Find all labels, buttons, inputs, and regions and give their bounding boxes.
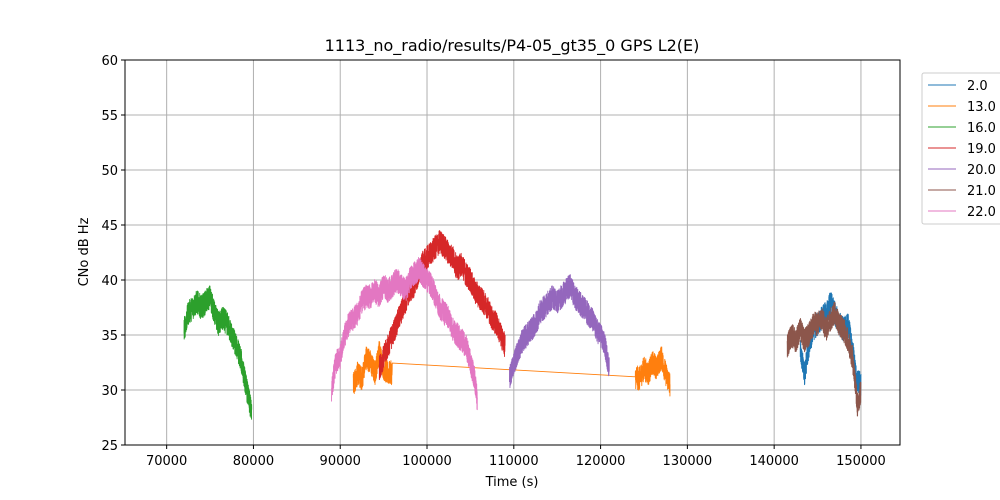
series-16.0 (183, 285, 253, 420)
legend-item: 21.0 (928, 184, 996, 199)
y-tick-label: 55 (101, 109, 118, 124)
legend-label: 20.0 (967, 163, 996, 178)
legend-item: 2.0 (928, 79, 988, 94)
y-tick-label: 60 (101, 54, 118, 69)
series-22.0 (331, 256, 478, 411)
chart-title: 1113_no_radio/results/P4-05_gt35_0 GPS L… (325, 36, 700, 56)
series-line (183, 285, 253, 420)
legend-label: 2.0 (967, 79, 988, 94)
x-tick-label: 110000 (489, 454, 539, 469)
series-line (331, 256, 478, 411)
plot-frame (124, 59, 901, 446)
x-tick-label: 150000 (836, 454, 886, 469)
x-tick-label: 70000 (146, 454, 187, 469)
x-tick-label: 80000 (233, 454, 274, 469)
legend-label: 19.0 (967, 142, 996, 157)
series-line (378, 230, 506, 381)
x-tick-label: 130000 (663, 454, 713, 469)
legend-item: 22.0 (928, 205, 996, 220)
x-axis-ticks: 70000 80000 90000 100000 110000 120000 130000 1… (146, 445, 886, 469)
x-axis-label: Time (s) (485, 475, 539, 490)
legend-item: 16.0 (928, 121, 996, 136)
x-tick-label: 140000 (749, 454, 799, 469)
y-tick-label: 30 (101, 384, 118, 399)
y-tick-label: 45 (101, 219, 118, 234)
y-axis-ticks: 25 30 35 40 45 50 55 60 (101, 54, 125, 454)
series-line (509, 274, 610, 389)
series-20.0 (509, 274, 610, 389)
y-axis-label: CNo dB Hz (77, 217, 92, 286)
plot-series (183, 230, 862, 420)
x-tick-label: 90000 (320, 454, 361, 469)
legend-label: 16.0 (967, 121, 996, 136)
series-line (352, 341, 671, 397)
y-tick-label: 40 (101, 274, 118, 289)
y-tick-label: 35 (101, 329, 118, 344)
legend-item: 20.0 (928, 163, 996, 178)
series-line (786, 301, 862, 417)
legend-item: 19.0 (928, 142, 996, 157)
legend-box (921, 72, 1000, 225)
series-21.0 (786, 301, 862, 417)
series-13.0 (352, 341, 671, 397)
y-tick-label: 25 (101, 439, 118, 454)
series-19.0 (378, 230, 506, 381)
legend-label: 21.0 (967, 184, 996, 199)
y-tick-label: 50 (101, 164, 118, 179)
x-tick-label: 100000 (402, 454, 452, 469)
legend-item: 13.0 (928, 100, 996, 115)
legend-label: 22.0 (967, 205, 996, 220)
x-tick-label: 120000 (576, 454, 626, 469)
legend-label: 13.0 (967, 100, 996, 115)
legend: 2.0 13.0 16.0 19.0 20.0 21.0 22.0 (921, 72, 1000, 225)
